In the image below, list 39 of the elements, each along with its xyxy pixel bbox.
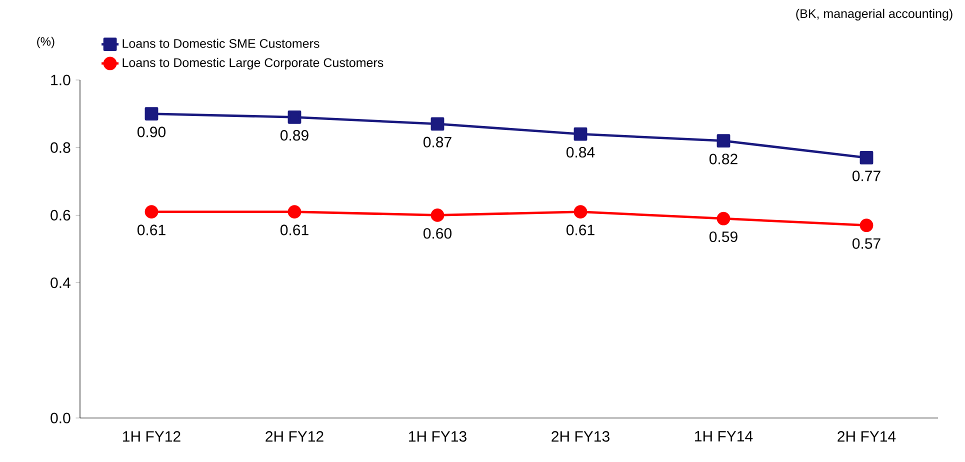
point bbox=[144, 107, 158, 120]
data-label: 0.90 bbox=[137, 126, 166, 138]
legend-label: Loans to Domestic SME Customers bbox=[122, 38, 320, 48]
data-label: 0.82 bbox=[710, 154, 738, 164]
data-label: 0.61 bbox=[566, 224, 594, 236]
point bbox=[288, 110, 302, 124]
data-label: 0.84 bbox=[566, 146, 595, 158]
y-tick-label: 0.0 bbox=[50, 412, 70, 424]
data-label: 0.77 bbox=[852, 170, 880, 182]
point bbox=[860, 218, 874, 232]
legend-label: Loans to Domestic Large Corporate Customers bbox=[122, 58, 384, 70]
x-tick-label: 1H FY13 bbox=[409, 431, 466, 442]
point bbox=[574, 205, 588, 219]
x-tick-label: 2H FY13 bbox=[552, 431, 610, 442]
data-label: 0.57 bbox=[852, 238, 880, 249]
x-tick-label: 2H FY14 bbox=[838, 431, 896, 442]
y-tick-label: 0.6 bbox=[50, 210, 70, 220]
point bbox=[574, 127, 588, 141]
data-label: 0.61 bbox=[137, 224, 166, 236]
data-label: 0.61 bbox=[280, 224, 308, 236]
text: (BK, managerial accounting) bbox=[796, 8, 952, 21]
data-label: 0.89 bbox=[280, 130, 308, 141]
y-tick-label: 1.0 bbox=[51, 74, 70, 86]
y-axis-title: (%) bbox=[37, 36, 54, 48]
x-tick-label: 1H FY14 bbox=[695, 431, 753, 442]
data-label: 0.60 bbox=[424, 228, 452, 239]
y-tick-label: 0.8 bbox=[50, 142, 70, 153]
point bbox=[860, 151, 874, 164]
point bbox=[430, 208, 444, 222]
point bbox=[144, 205, 158, 219]
point bbox=[288, 205, 302, 219]
point bbox=[430, 117, 444, 131]
point bbox=[716, 212, 730, 226]
y-tick-label: 0.4 bbox=[50, 277, 70, 288]
data-label: 0.87 bbox=[424, 136, 452, 148]
data-label: 0.59 bbox=[710, 231, 738, 242]
x-tick-label: 2H FY12 bbox=[266, 431, 324, 442]
point bbox=[716, 134, 730, 148]
x-tick-label: 1H FY12 bbox=[123, 431, 180, 442]
